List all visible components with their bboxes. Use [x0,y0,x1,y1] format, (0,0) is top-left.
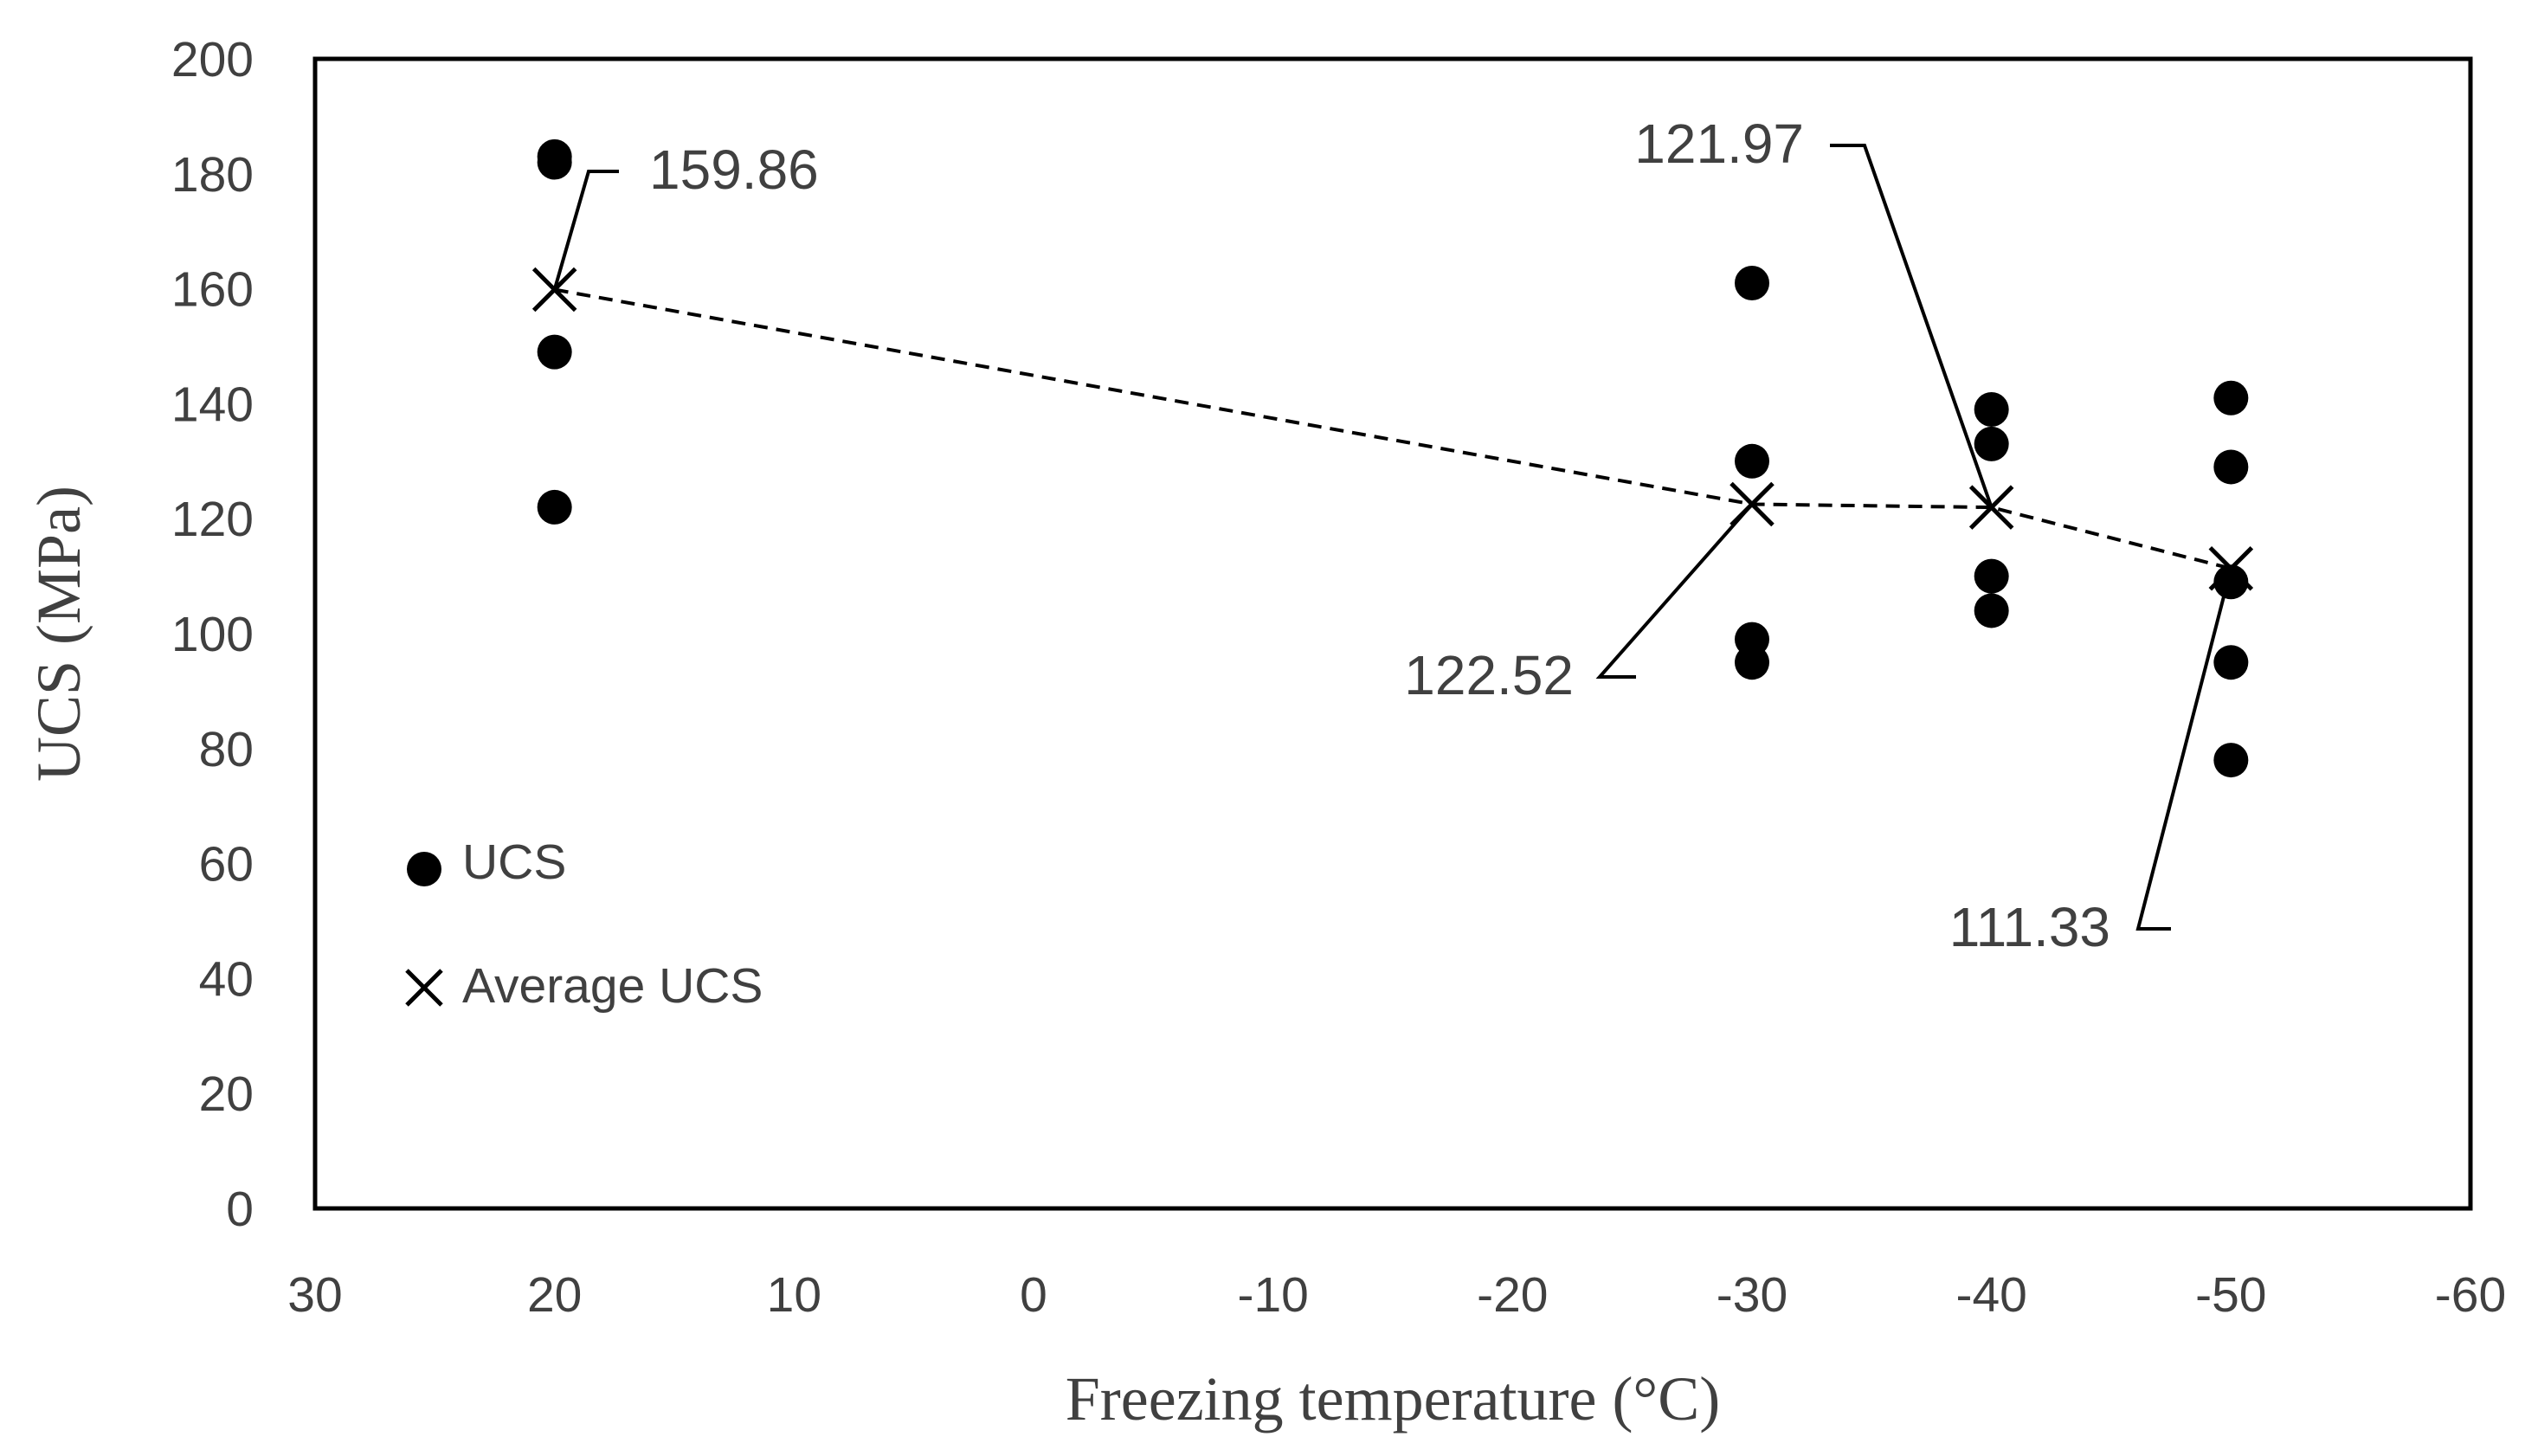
y-tick-label: 140 [171,377,254,432]
x-tick-label: -40 [1955,1267,2026,1323]
ucs-point [1735,645,1769,680]
callout-leader-line [1595,503,1754,679]
legend: UCS Average UCS [405,834,763,1014]
legend-ucs-label: UCS [462,834,566,890]
callout-leader-line [2135,568,2233,931]
legend-average-label: Average UCS [462,958,763,1014]
ucs-point [537,145,572,180]
x-axis-title: Freezing temperature (°C) [1066,1364,1720,1433]
y-tick-label: 120 [171,492,254,547]
x-tick-label: -20 [1477,1267,1548,1323]
x-axis-ticks: 30 20 10 0 -10 -20 -30 -40 -50 -60 [287,1267,2506,1323]
legend-ucs-marker [407,852,441,886]
ucs-point [2213,645,2249,680]
y-tick-label: 200 [171,32,254,87]
plot-frame [312,56,2473,1211]
y-tick-label: 180 [171,147,254,203]
ucs-point [2213,380,2249,416]
ucs-point [2213,743,2249,778]
x-tick-label: -30 [1717,1267,1787,1323]
x-tick-label: -60 [2435,1267,2506,1323]
average-ucs-point [1968,485,2014,530]
y-tick-label: 160 [171,262,254,318]
average-ucs-series [531,267,2254,591]
ucs-point [1974,426,2009,461]
ucs-series [537,139,2249,778]
ucs-point [2213,449,2249,485]
callout-label: 159.86 [649,139,819,201]
y-axis-title: UCS (MPa) [24,486,93,782]
y-tick-label: 40 [199,951,254,1007]
x-tick-label: 10 [767,1267,821,1323]
callout-leader-line [1830,144,1994,508]
ucs-point [1974,558,2009,594]
x-tick-label: -10 [1237,1267,1308,1323]
callout-labels: 159.86 122.52 121.97 111.33 [649,113,2110,958]
average-ucs-point [2208,546,2254,591]
x-tick-label: -50 [2195,1267,2266,1323]
x-tick-label: 30 [287,1267,342,1323]
x-tick-label: 20 [527,1267,582,1323]
ucs-point [537,489,572,525]
ucs-point [1735,443,1769,479]
callout-label: 122.52 [1404,644,1574,706]
y-tick-label: 60 [199,837,254,892]
average-ucs-trend-line [554,287,2232,570]
average-ucs-point [531,267,577,312]
x-tick-label: 0 [1020,1267,1047,1323]
ucs-point [1735,265,1769,300]
y-tick-label: 100 [171,607,254,662]
average-ucs-point [1729,481,1775,527]
ucs-point [1974,392,2009,428]
callout-label: 121.97 [1634,113,1804,175]
ucs-point [2213,564,2249,600]
legend-average-marker [405,969,443,1007]
callout-leaders [552,144,2233,931]
callout-leader-line [552,170,619,291]
y-axis-ticks: 0 20 40 60 80 100 120 140 160 180 200 [171,32,254,1237]
y-tick-label: 80 [199,722,254,777]
y-tick-label: 0 [226,1182,254,1237]
callout-label: 111.33 [1949,896,2110,958]
ucs-point [1974,593,2009,628]
ucs-point [537,334,572,370]
y-tick-label: 20 [199,1066,254,1122]
